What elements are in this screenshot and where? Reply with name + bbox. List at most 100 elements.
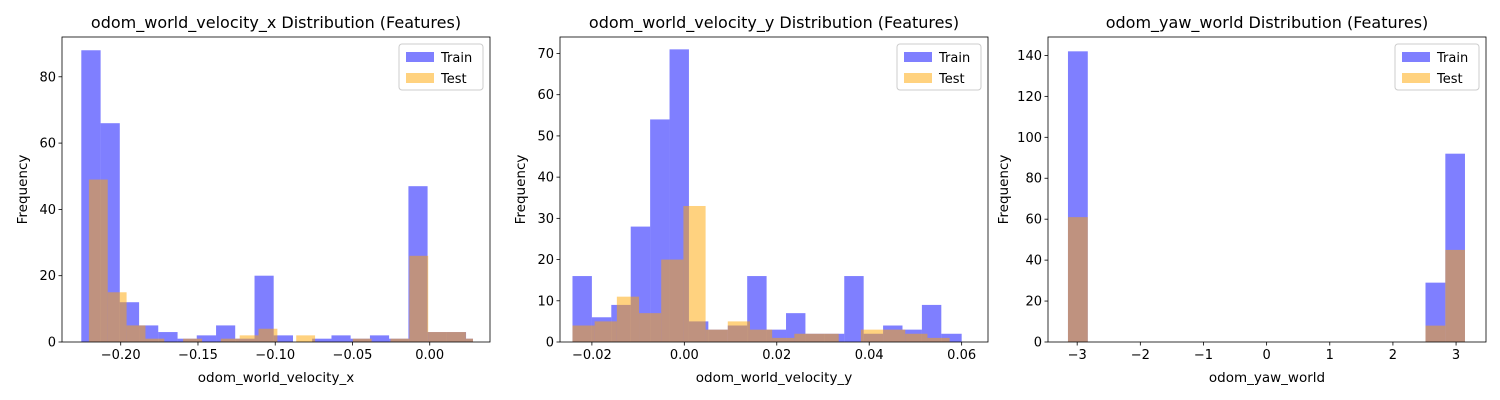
histogram-bar [927, 337, 950, 342]
histogram-bar [158, 332, 178, 342]
x-tick-label: −3 [1068, 348, 1087, 363]
y-tick-label: 30 [537, 212, 554, 227]
legend: Train Test [398, 43, 484, 91]
y-tick-label: 100 [1017, 131, 1042, 146]
y-tick-label: 50 [537, 129, 554, 144]
y-tick-label: 40 [39, 203, 56, 218]
histogram-bar [1425, 325, 1446, 342]
histogram-bar [107, 292, 127, 342]
y-tick-label: 120 [1017, 90, 1042, 105]
x-tick-label: −0.10 [255, 348, 295, 363]
histogram-bar [220, 338, 240, 342]
x-axis-label: odom_yaw_world [1209, 370, 1325, 386]
legend-swatch-train [1402, 52, 1430, 62]
legend-label-test: Test [440, 72, 467, 87]
histogram-bar [352, 338, 372, 342]
legend: Train Test [1394, 43, 1480, 91]
x-tick-label: −2 [1131, 348, 1150, 363]
legend-label-test: Test [938, 72, 965, 87]
x-tick-label: 0.04 [855, 348, 884, 363]
chart-title: odom_yaw_world Distribution (Features) [1106, 13, 1429, 33]
axes-frame [559, 36, 989, 343]
y-tick-label: 20 [39, 269, 56, 284]
legend-label-train: Train [440, 51, 472, 66]
x-axis-label: odom_world_velocity_x [198, 370, 354, 386]
chart-panel-3: −3 −2 −1 0 1 2 3 0 20 40 60 80 100 120 140 odom_yaw_wor… [996, 13, 1487, 386]
legend-swatch-train [406, 52, 434, 62]
x-tick-label: 3 [1452, 348, 1460, 363]
histogram-bar [639, 313, 662, 342]
x-tick-label: 0 [1262, 348, 1270, 363]
y-tick-label: 60 [39, 137, 56, 152]
chart-title: odom_world_velocity_x Distribution (Feat… [91, 13, 461, 33]
y-tick-label: 0 [546, 336, 554, 351]
histogram-bar [905, 333, 928, 342]
histogram-bar [369, 335, 390, 342]
y-tick-label: 60 [537, 88, 554, 103]
histogram-bar [331, 335, 351, 342]
x-tick-label: 0.02 [762, 348, 791, 363]
y-tick-label: 10 [537, 294, 554, 309]
histogram-bar [409, 255, 429, 342]
histogram-bar [126, 325, 146, 342]
y-tick-label: 20 [537, 253, 554, 268]
histogram-bar [794, 333, 817, 342]
histogram-bar [816, 333, 839, 342]
histogram-bar [428, 332, 448, 342]
y-tick-label: 40 [1025, 254, 1042, 269]
axes-frame [61, 36, 491, 343]
y-tick-label: 20 [1025, 295, 1042, 310]
y-axis-label: Frequency [513, 155, 529, 225]
histogram-bar [661, 259, 684, 342]
y-tick-label: 80 [39, 70, 56, 85]
legend-swatch-train [904, 52, 932, 62]
x-tick-label: 2 [1389, 348, 1397, 363]
y-tick-label: 0 [1034, 336, 1042, 351]
series-test [1067, 217, 1465, 342]
chart-panel-2: −0.02 0.00 0.02 0.04 0.06 0 10 20 30 40 50 60 70 odom… [513, 13, 989, 386]
histogram-bar [1067, 217, 1088, 342]
x-tick-label: 1 [1326, 348, 1334, 363]
histogram-bar [572, 325, 595, 342]
histogram-bar [616, 296, 640, 342]
y-tick-label: 80 [1025, 172, 1042, 187]
legend-swatch-test [406, 73, 434, 83]
histogram-bar [216, 325, 236, 342]
histogram-bar [447, 332, 466, 342]
histogram-bar [196, 335, 217, 342]
histogram-bar [705, 329, 728, 342]
y-axis-label: Frequency [15, 155, 31, 225]
histogram-bar [145, 338, 165, 342]
y-tick-label: 40 [537, 171, 554, 186]
histogram-bar [772, 337, 795, 342]
histogram-bar [860, 329, 884, 342]
x-tick-label: 0.00 [415, 348, 444, 363]
x-tick-label: 0.06 [947, 348, 976, 363]
histogram-bar [465, 338, 474, 342]
histogram-bar [883, 329, 906, 342]
x-tick-label: −0.15 [178, 348, 218, 363]
histogram-bar [273, 335, 293, 342]
histogram-bar [683, 205, 706, 342]
x-axis-label: odom_world_velocity_y [696, 370, 852, 386]
y-tick-label: 140 [1017, 49, 1042, 64]
legend-label-train: Train [938, 51, 970, 66]
legend-label-test: Test [1436, 72, 1463, 87]
histogram-bar [239, 335, 259, 342]
x-tick-label: −0.20 [101, 348, 141, 363]
histogram-bar [844, 276, 864, 342]
chart-title: odom_world_velocity_y Distribution (Feat… [589, 13, 959, 33]
x-tick-label: 0.00 [670, 348, 699, 363]
histogram-bar [88, 179, 108, 342]
x-tick-label: −1 [1194, 348, 1213, 363]
histogram-bar [1445, 249, 1465, 342]
y-tick-label: 60 [1025, 213, 1042, 228]
histogram-bar [727, 321, 750, 342]
histogram-bar [749, 329, 773, 342]
histogram-bar [921, 304, 942, 342]
histogram-bar [941, 333, 962, 342]
series-test [572, 205, 950, 342]
legend: Train Test [896, 43, 982, 91]
legend-swatch-test [904, 73, 932, 83]
